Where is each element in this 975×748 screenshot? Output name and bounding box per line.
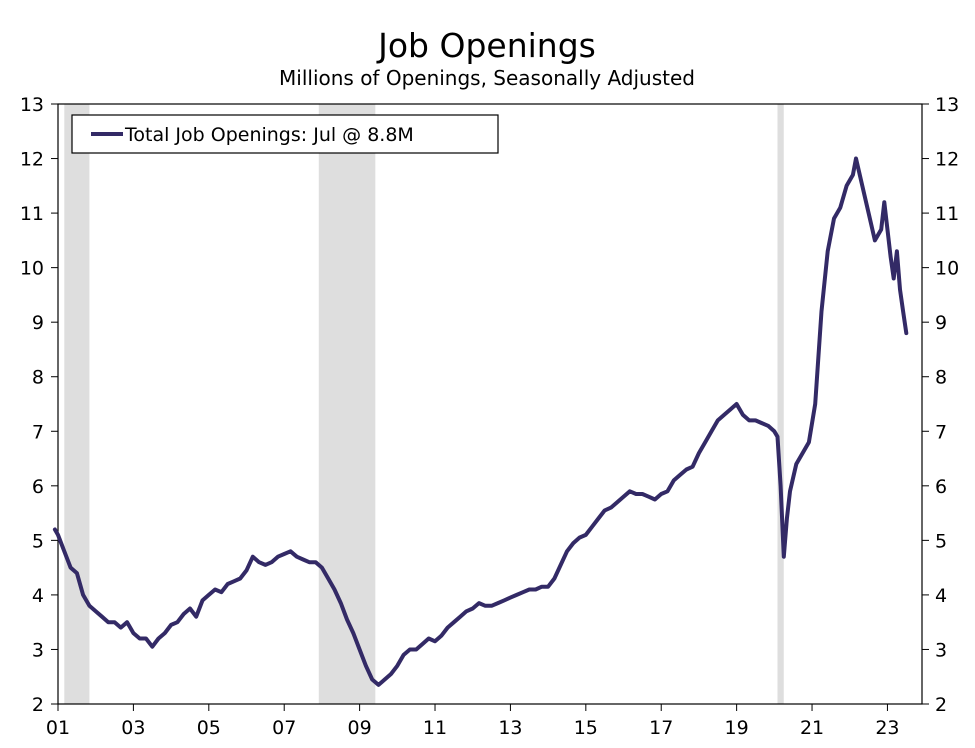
- recession-shading: [64, 104, 784, 704]
- y-tick-label-right: 10: [935, 258, 959, 280]
- y-tick-label-left: 8: [32, 367, 44, 389]
- y-tick-label-left: 3: [32, 639, 44, 661]
- legend: Total Job Openings: Jul @ 8.8M: [71, 114, 499, 154]
- y-axis-right: 2 3 4 5 6 7 8 9 10 11 12 13: [922, 94, 959, 716]
- y-tick-label-left: 9: [32, 312, 44, 334]
- y-tick-label-left: 2: [32, 694, 44, 716]
- y-tick-label-right: 3: [935, 639, 947, 661]
- y-tick-label-right: 4: [935, 585, 947, 607]
- x-tick-label: 23: [875, 717, 899, 739]
- x-tick-label: 03: [121, 717, 145, 739]
- y-tick-label-right: 12: [935, 149, 959, 171]
- y-tick-label-right: 2: [935, 694, 947, 716]
- legend-box: [71, 114, 499, 154]
- series-line-total-job-openings: [52, 156, 909, 687]
- legend-label: Total Job Openings: Jul @ 8.8M: [124, 124, 414, 146]
- chart-subtitle: Millions of Openings, Seasonally Adjuste…: [279, 66, 695, 90]
- x-tick-label: 19: [725, 717, 749, 739]
- y-tick-label-right: 5: [935, 530, 947, 552]
- x-tick-label: 11: [423, 717, 447, 739]
- x-tick-label: 15: [574, 717, 598, 739]
- recession-band-3: [777, 104, 784, 704]
- recession-band-2: [318, 104, 376, 704]
- y-axis-left: 2 3 4 5 6 7 8 9 10 11 12 13: [20, 94, 58, 716]
- x-axis: 01 03 05 07 09 11 13 15 17 19 21 23: [46, 704, 900, 739]
- y-tick-label-right: 6: [935, 476, 947, 498]
- y-tick-label-right: 7: [935, 421, 947, 443]
- y-tick-label-left: 12: [20, 149, 44, 171]
- y-tick-label-left: 5: [32, 530, 44, 552]
- x-tick-label: 07: [272, 717, 296, 739]
- plot-frame: [57, 103, 923, 705]
- x-tick-label: 13: [498, 717, 522, 739]
- y-tick-label-left: 10: [20, 258, 44, 280]
- x-tick-label: 01: [46, 717, 70, 739]
- y-tick-label-left: 4: [32, 585, 44, 607]
- x-tick-label: 17: [649, 717, 673, 739]
- y-tick-label-right: 13: [935, 94, 959, 116]
- recession-band-1: [64, 104, 90, 704]
- y-tick-label-right: 8: [935, 367, 947, 389]
- y-tick-label-left: 6: [32, 476, 44, 498]
- y-tick-label-right: 11: [935, 203, 959, 225]
- x-tick-label: 21: [800, 717, 824, 739]
- y-tick-label-left: 11: [20, 203, 44, 225]
- x-tick-label: 09: [348, 717, 372, 739]
- chart-title: Job Openings: [376, 26, 596, 65]
- y-tick-label-left: 7: [32, 421, 44, 443]
- y-tick-label-right: 9: [935, 312, 947, 334]
- y-tick-label-left: 13: [20, 94, 44, 116]
- x-tick-label: 05: [197, 717, 221, 739]
